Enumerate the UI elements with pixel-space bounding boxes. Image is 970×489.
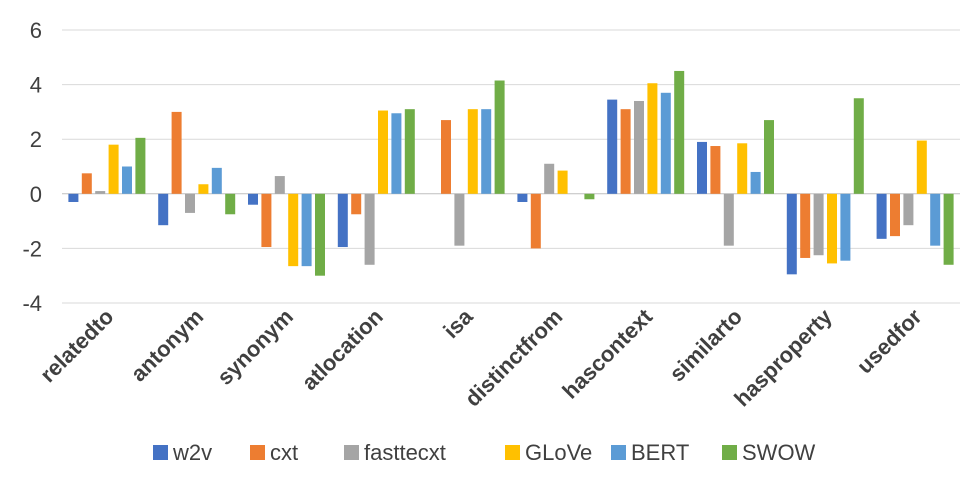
- y-axis-ticks: 6 4 2 0 -2 -4: [22, 18, 42, 316]
- legend-swatch-bert: [611, 445, 626, 460]
- category-label: synonym: [212, 304, 298, 390]
- bar-fasttecxt-antonym: [185, 193, 195, 213]
- bar-swow-isa: [494, 80, 505, 194]
- bar-w2v-atlocation: [337, 193, 348, 248]
- bar-glove-usedfor: [916, 140, 927, 194]
- bar-cxt-distinctfrom: [530, 193, 541, 249]
- bar-glove-antonym: [198, 184, 209, 194]
- bar-cxt-synonym: [261, 193, 272, 248]
- bar-swow-similarto: [764, 120, 774, 194]
- gridlines: [62, 29, 960, 304]
- bar-swow-hasproperty: [853, 98, 864, 194]
- bar-glove-hasproperty: [827, 193, 837, 264]
- bar-w2v-antonym: [158, 193, 169, 226]
- legend-label-bert: BERT: [631, 440, 689, 465]
- bar-glove-relatedto: [108, 144, 119, 194]
- bar-w2v-distinctfrom: [517, 193, 528, 202]
- bar-glove-hascontext: [647, 83, 658, 194]
- legend-label-glove: GLoVe: [525, 440, 592, 465]
- bar-swow-relatedto: [135, 137, 146, 194]
- bar-cxt-usedfor: [890, 193, 900, 237]
- bar-fasttecxt-similarto: [723, 193, 734, 246]
- category-label: usedfor: [852, 304, 927, 379]
- legend-swatch-cxt: [250, 445, 265, 460]
- bar-glove-atlocation: [378, 110, 388, 194]
- category-label: similarto: [665, 304, 748, 387]
- bar-fasttecxt-usedfor: [903, 193, 914, 226]
- legend-swatch-w2v: [153, 445, 168, 460]
- bar-swow-distinctfrom: [584, 193, 595, 200]
- bar-swow-usedfor: [943, 193, 954, 265]
- bar-cxt-relatedto: [81, 173, 92, 194]
- bar-bert-antonym: [211, 167, 222, 194]
- y-tick-label: 4: [30, 73, 42, 98]
- y-tick-label: 0: [30, 182, 42, 207]
- legend-swatch-fasttecxt: [344, 445, 359, 460]
- bar-bert-atlocation: [391, 113, 402, 194]
- category-label: isa: [438, 303, 478, 343]
- legend-swatch-swow: [722, 445, 737, 460]
- bar-bert-relatedto: [122, 166, 132, 194]
- legend-label-cxt: cxt: [270, 440, 298, 465]
- bar-bert-isa: [481, 109, 492, 194]
- bar-w2v-hasproperty: [786, 193, 797, 275]
- y-tick-label: 2: [30, 127, 42, 152]
- bar-bert-synonym: [301, 193, 312, 267]
- bar-fasttecxt-isa: [454, 193, 465, 246]
- bar-cxt-isa: [441, 120, 451, 194]
- legend-label-w2v: w2v: [172, 440, 212, 465]
- bar-cxt-hasproperty: [800, 193, 811, 258]
- bar-bert-hasproperty: [840, 193, 851, 261]
- bar-swow-synonym: [315, 193, 325, 276]
- bar-cxt-antonym: [171, 111, 182, 194]
- bar-w2v-similarto: [697, 141, 707, 194]
- legend-label-swow: SWOW: [742, 440, 816, 465]
- bar-fasttecxt-hascontext: [634, 100, 644, 194]
- bar-swow-atlocation: [404, 109, 415, 194]
- y-tick-label: -2: [22, 236, 42, 261]
- bar-bert-usedfor: [930, 193, 941, 246]
- legend: w2v cxt fasttecxt GLoVe BERT SWOW: [153, 440, 816, 465]
- legend-label-fasttecxt: fasttecxt: [364, 440, 446, 465]
- bar-bert-similarto: [750, 171, 761, 194]
- y-tick-label: 6: [30, 18, 42, 43]
- bar-fasttecxt-distinctfrom: [544, 163, 555, 194]
- bar-w2v-usedfor: [876, 193, 887, 239]
- category-label: hascontext: [557, 303, 657, 403]
- bar-cxt-hascontext: [620, 109, 631, 194]
- bar-glove-isa: [467, 109, 478, 194]
- bar-w2v-relatedto: [68, 193, 79, 202]
- bar-glove-distinctfrom: [557, 170, 568, 194]
- y-tick-label: -4: [22, 291, 42, 316]
- bar-swow-hascontext: [674, 70, 685, 194]
- bars: [68, 70, 954, 276]
- category-label: hasproperty: [729, 303, 837, 411]
- bar-cxt-similarto: [710, 146, 721, 194]
- bar-glove-similarto: [737, 143, 748, 194]
- bar-fasttecxt-relatedto: [95, 191, 106, 194]
- bar-fasttecxt-synonym: [274, 176, 285, 194]
- category-label: atlocation: [297, 304, 388, 395]
- bar-glove-synonym: [288, 193, 299, 267]
- category-label: relatedto: [35, 304, 118, 387]
- bar-swow-antonym: [225, 193, 236, 215]
- bar-cxt-atlocation: [351, 193, 362, 215]
- bar-fasttecxt-hasproperty: [813, 193, 824, 256]
- bar-w2v-synonym: [248, 193, 258, 205]
- bar-w2v-hascontext: [607, 99, 618, 194]
- category-label: antonym: [126, 304, 209, 387]
- bar-fasttecxt-atlocation: [364, 193, 375, 265]
- legend-swatch-glove: [505, 445, 520, 460]
- bar-bert-hascontext: [660, 92, 671, 194]
